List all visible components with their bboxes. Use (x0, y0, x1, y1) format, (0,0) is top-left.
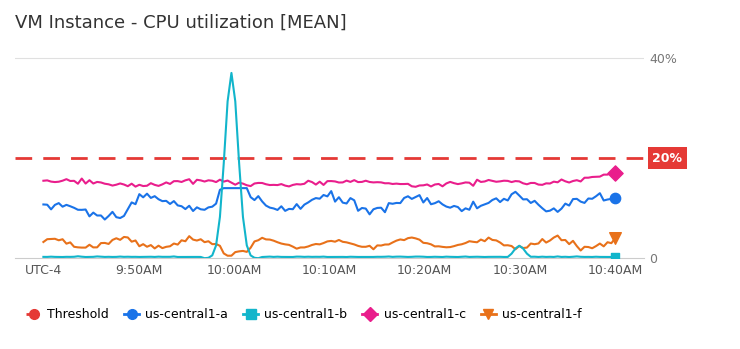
Point (609, 170, 621, 176)
Text: 20%: 20% (652, 151, 682, 165)
Point (609, 195, 621, 201)
Text: VM Instance - CPU utilization [MEAN]: VM Instance - CPU utilization [MEAN] (15, 14, 346, 32)
Point (609, 254, 621, 260)
Point (609, 236, 621, 241)
Legend: Threshold, us-central1-a, us-central1-b, us-central1-c, us-central1-f: Threshold, us-central1-a, us-central1-b,… (21, 304, 587, 326)
